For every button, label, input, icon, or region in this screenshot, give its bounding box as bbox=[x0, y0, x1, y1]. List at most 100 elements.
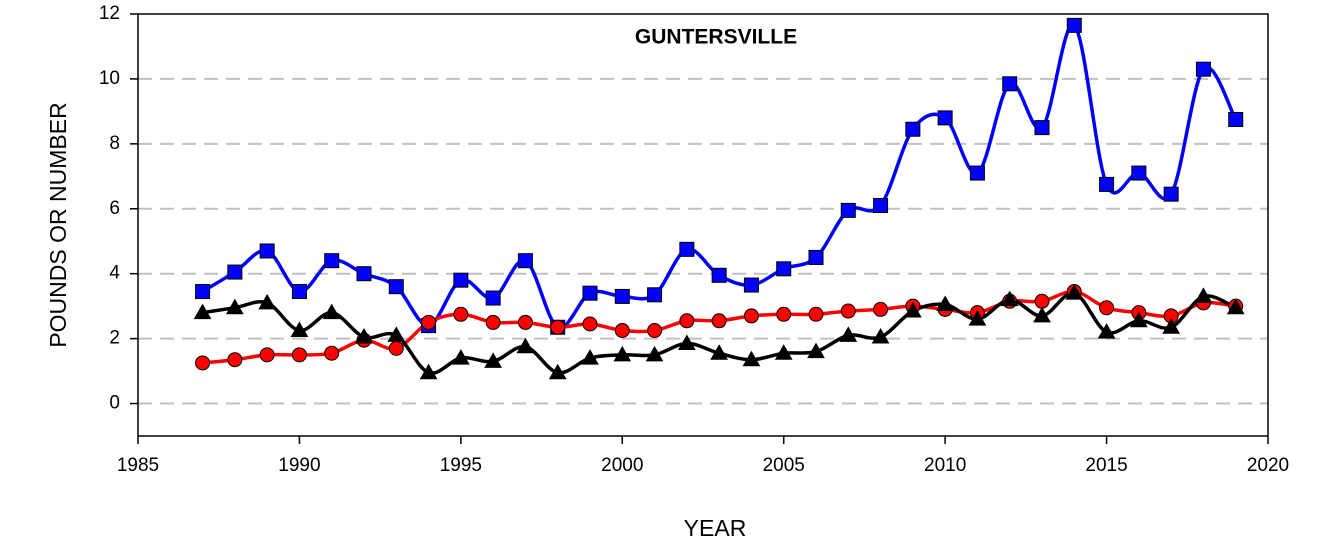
x-tick-label: 1990 bbox=[278, 455, 320, 476]
data-point bbox=[1162, 318, 1181, 334]
data-point bbox=[743, 277, 759, 293]
data-point bbox=[807, 342, 825, 359]
data-point bbox=[839, 326, 858, 342]
data-point bbox=[324, 345, 340, 361]
data-point bbox=[968, 310, 987, 326]
data-point bbox=[421, 314, 437, 330]
data-point bbox=[808, 249, 824, 265]
data-point bbox=[936, 295, 955, 312]
y-tick-label: 2 bbox=[109, 328, 120, 349]
data-point bbox=[582, 285, 598, 301]
x-tick-label: 2000 bbox=[601, 455, 643, 476]
y-tick-label: 0 bbox=[109, 393, 120, 414]
data-point bbox=[1033, 306, 1051, 323]
data-point bbox=[291, 347, 307, 363]
data-point bbox=[227, 352, 243, 368]
x-tick-label: 1995 bbox=[440, 455, 482, 476]
data-point bbox=[873, 198, 889, 214]
data-point bbox=[1002, 76, 1018, 92]
data-point bbox=[387, 326, 406, 342]
data-point bbox=[290, 321, 309, 337]
data-point bbox=[355, 327, 373, 344]
data-point bbox=[871, 327, 890, 344]
data-point bbox=[258, 293, 277, 310]
x-tick-label: 2010 bbox=[924, 455, 966, 476]
data-point bbox=[905, 121, 921, 137]
x-tick-label: 2015 bbox=[1085, 455, 1127, 476]
y-tick-label: 6 bbox=[109, 198, 120, 219]
data-point bbox=[679, 241, 695, 257]
data-point bbox=[517, 253, 533, 269]
data-point bbox=[484, 352, 503, 368]
y-axis-label: POUNDS OR NUMBER bbox=[45, 102, 71, 347]
data-point bbox=[710, 344, 729, 360]
data-point bbox=[1228, 112, 1244, 127]
x-axis-label: YEAR bbox=[684, 515, 747, 541]
data-point bbox=[485, 290, 501, 306]
data-point bbox=[1194, 287, 1213, 303]
data-point bbox=[581, 349, 599, 365]
data-point bbox=[969, 165, 985, 181]
y-tick-label: 8 bbox=[109, 133, 120, 154]
data-point bbox=[193, 303, 212, 320]
data-point bbox=[453, 306, 469, 322]
x-tick-label: 2020 bbox=[1247, 455, 1289, 476]
data-point bbox=[453, 272, 469, 288]
data-point bbox=[1097, 323, 1116, 339]
data-point bbox=[485, 314, 501, 330]
data-point bbox=[388, 279, 404, 295]
data-point bbox=[647, 287, 663, 303]
data-point bbox=[614, 288, 630, 304]
data-point bbox=[1129, 311, 1148, 328]
data-point bbox=[645, 345, 664, 362]
data-point bbox=[776, 261, 792, 277]
data-point bbox=[776, 306, 792, 322]
data-point bbox=[1163, 186, 1179, 202]
data-point bbox=[291, 284, 307, 300]
data-point bbox=[840, 303, 856, 319]
y-tick-label: 4 bbox=[109, 263, 120, 284]
data-point bbox=[227, 264, 243, 280]
data-point bbox=[937, 110, 953, 126]
data-point bbox=[1034, 293, 1050, 309]
data-point bbox=[1065, 284, 1084, 300]
data-point bbox=[840, 202, 856, 218]
data-point bbox=[451, 349, 470, 365]
data-point bbox=[517, 314, 533, 330]
data-point bbox=[679, 313, 695, 329]
data-point bbox=[1099, 176, 1115, 192]
data-point bbox=[225, 298, 244, 315]
data-point bbox=[550, 319, 566, 335]
data-point bbox=[743, 308, 759, 324]
data-point bbox=[614, 323, 630, 338]
data-point bbox=[324, 253, 340, 269]
chart-title: GUNTERSVILLE bbox=[635, 26, 797, 49]
data-point bbox=[388, 340, 404, 356]
y-tick-label: 12 bbox=[99, 3, 120, 24]
x-tick-label: 2005 bbox=[763, 455, 805, 476]
data-point bbox=[647, 323, 663, 338]
data-point bbox=[1000, 290, 1019, 307]
data-point bbox=[195, 355, 211, 371]
data-point bbox=[419, 363, 438, 380]
data-point bbox=[873, 301, 889, 317]
data-point bbox=[582, 316, 598, 332]
data-point bbox=[1131, 165, 1147, 181]
data-point bbox=[613, 345, 632, 362]
data-point bbox=[774, 344, 793, 360]
data-point bbox=[903, 302, 922, 318]
data-point bbox=[1195, 61, 1211, 77]
data-point bbox=[516, 337, 535, 354]
data-point bbox=[195, 284, 211, 300]
y-tick-label: 10 bbox=[99, 68, 120, 89]
data-point bbox=[808, 306, 824, 322]
data-point bbox=[1226, 298, 1245, 315]
data-point bbox=[548, 363, 567, 380]
series-line bbox=[202, 291, 1237, 375]
data-point bbox=[356, 266, 372, 282]
data-point bbox=[711, 267, 727, 283]
plot-frame bbox=[137, 13, 1269, 437]
data-point bbox=[1034, 120, 1050, 136]
data-point bbox=[711, 313, 727, 329]
